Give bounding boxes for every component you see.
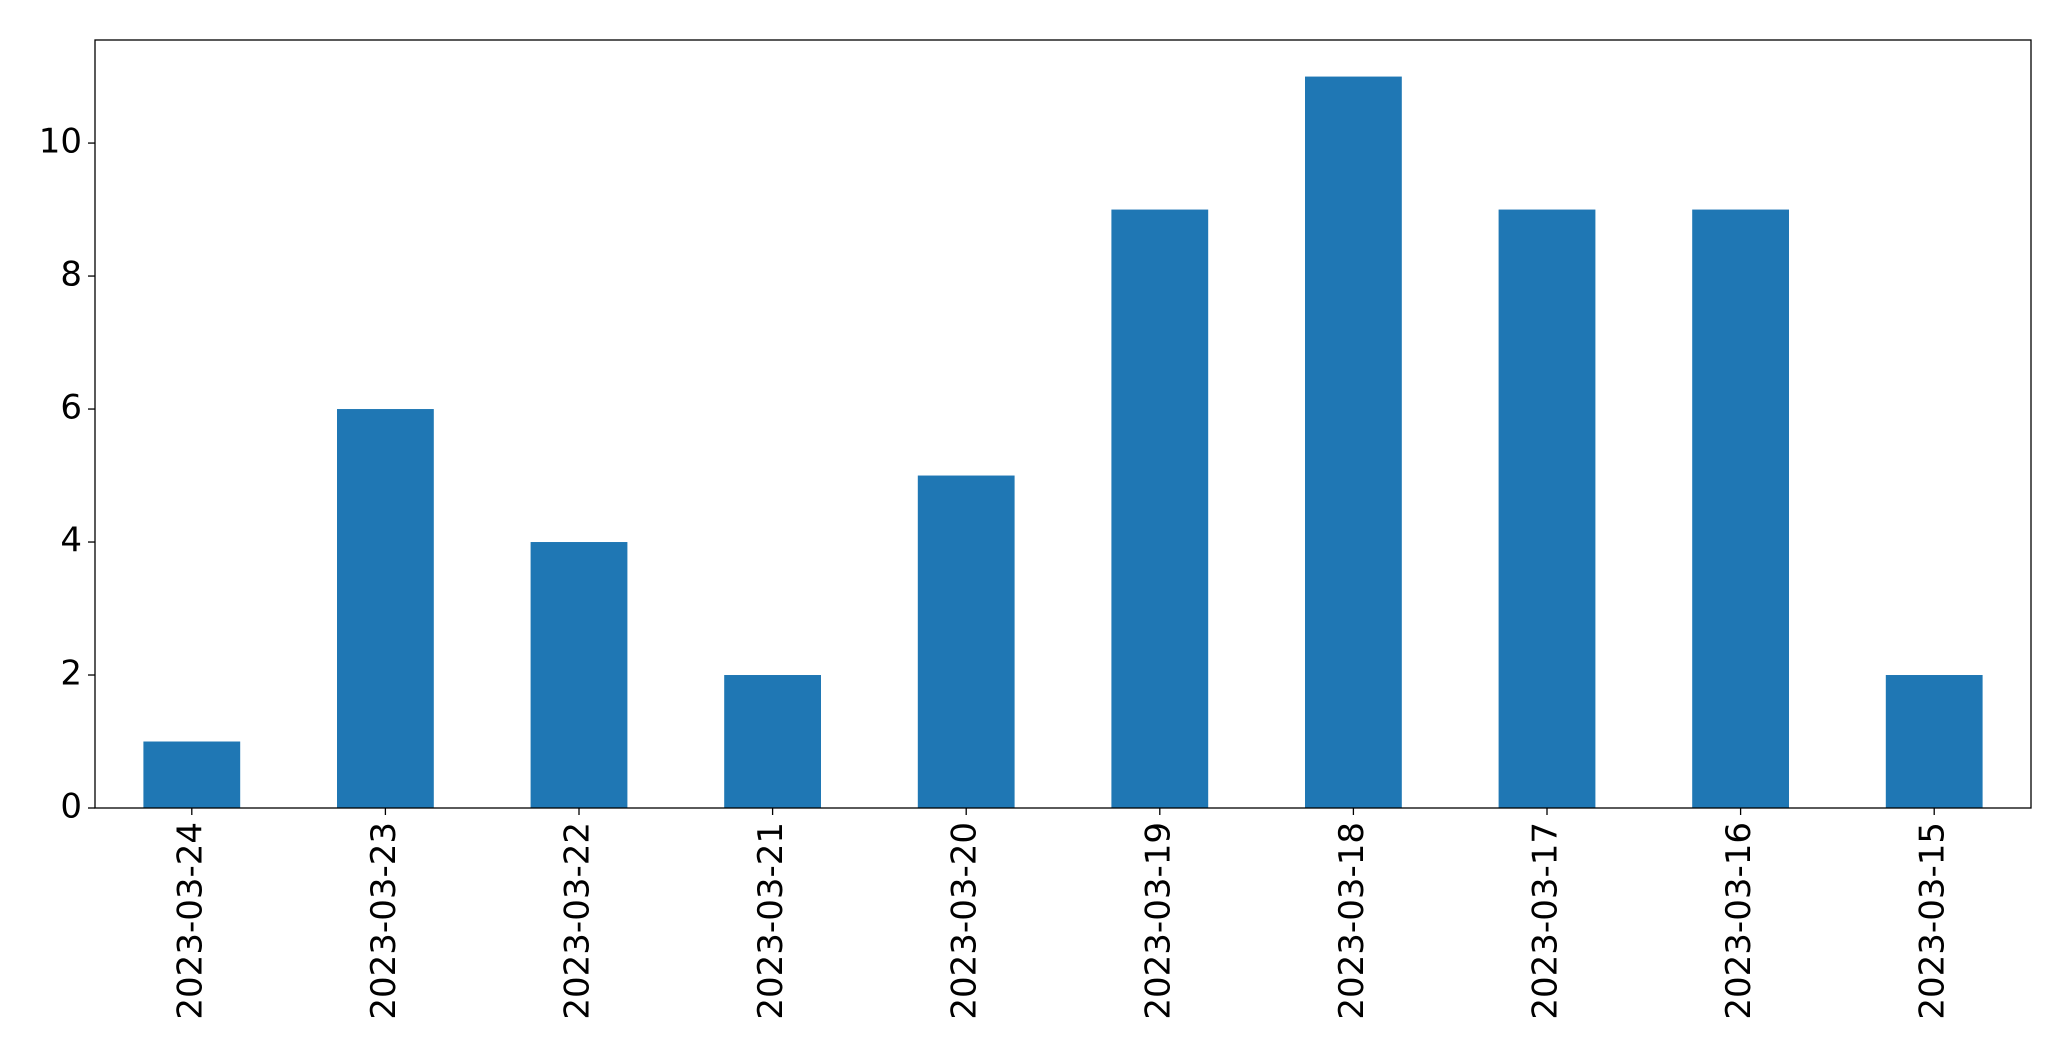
y-tick-label: 8 <box>60 255 82 295</box>
bar <box>1498 209 1596 808</box>
bar <box>530 542 628 808</box>
y-tick-label: 6 <box>60 388 82 428</box>
x-tick-label: 2023-03-21 <box>751 822 791 1020</box>
x-tick-label: 2023-03-19 <box>1138 822 1178 1020</box>
bar <box>143 741 241 808</box>
x-tick-label: 2023-03-18 <box>1332 822 1372 1020</box>
bar <box>337 409 434 808</box>
y-tick-label: 4 <box>60 521 82 561</box>
x-tick-label: 2023-03-22 <box>558 822 598 1020</box>
y-tick-label: 0 <box>60 787 82 827</box>
x-tick-label: 2023-03-20 <box>945 822 985 1020</box>
bar <box>724 675 821 808</box>
bar <box>1305 76 1402 809</box>
plot-frame <box>94 39 2032 809</box>
x-tick-label: 2023-03-17 <box>1526 822 1566 1020</box>
x-tick-label: 2023-03-16 <box>1719 822 1759 1020</box>
bar <box>1111 209 1209 808</box>
x-tick-label: 2023-03-15 <box>1913 822 1953 1020</box>
x-tick-label: 2023-03-24 <box>170 822 210 1020</box>
y-tick-label: 10 <box>39 122 82 162</box>
bar <box>1692 209 1789 808</box>
bar <box>1885 675 1983 808</box>
bar <box>917 475 1015 808</box>
y-tick-label: 2 <box>60 654 82 694</box>
x-tick-label: 2023-03-23 <box>364 822 404 1020</box>
